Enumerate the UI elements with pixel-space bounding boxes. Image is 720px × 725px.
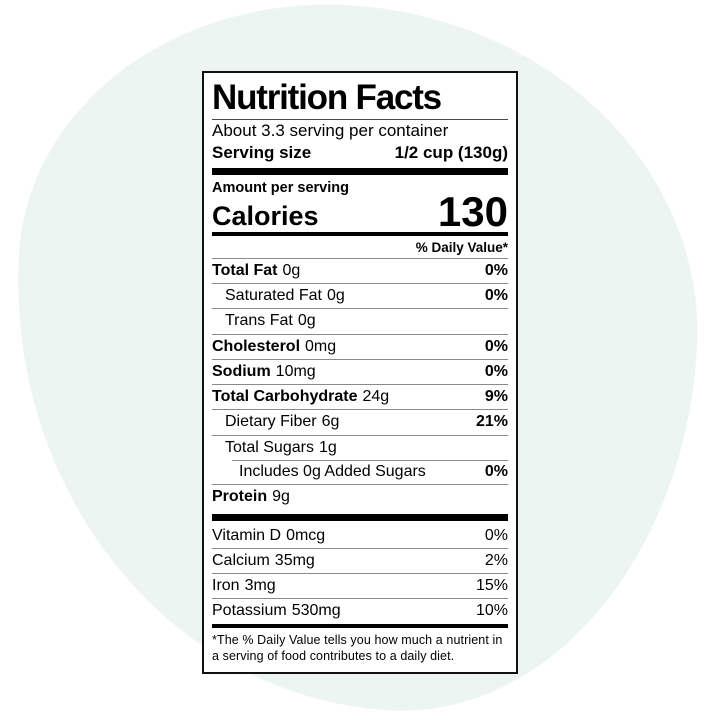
nutrient-name: Protein	[212, 488, 268, 506]
micronutrient-name: Calcium	[212, 551, 270, 569]
nutrient-row-dietary-fiber: Dietary Fiber 6g 21%	[212, 409, 508, 434]
nutrient-name: Total Fat	[212, 261, 278, 279]
nutrient-amount: 1g	[318, 438, 337, 456]
nutrient-dv: 0%	[484, 261, 508, 279]
nutrient-name: Total Sugars	[225, 438, 314, 456]
divider-medium	[212, 623, 508, 628]
nutrient-dv: 0%	[484, 362, 508, 380]
nutrient-name: Cholesterol	[212, 337, 301, 355]
nutrient-amount: 6g	[321, 413, 340, 431]
nutrient-name: Total Carbohydrate	[212, 388, 358, 406]
micronutrient-dv: 10%	[475, 602, 508, 620]
micronutrient-row-calcium: Calcium 35mg 2%	[212, 547, 508, 573]
amount-per-serving: Amount per serving	[212, 180, 349, 197]
micronutrient-dv: 2%	[484, 551, 508, 569]
nutrient-row-total-fat: Total Fat 0g 0%	[212, 257, 508, 283]
calories-row: Calories 130	[212, 188, 508, 236]
divider-thick	[212, 513, 508, 521]
nutrient-dv: 21%	[475, 413, 508, 431]
serving-size-value: 1/2 cup (130g)	[394, 142, 508, 162]
label-title: Nutrition Facts	[212, 78, 442, 117]
micronutrient-row-potassium: Potassium 530mg 10%	[212, 598, 508, 623]
micronutrient-row-iron: Iron 3mg 15%	[212, 573, 508, 598]
nutrient-amount: 0g	[297, 312, 316, 330]
nutrient-row-protein: Protein 9g	[212, 484, 508, 509]
nutrient-name: Saturated Fat	[225, 287, 322, 305]
micronutrient-name: Vitamin D	[212, 526, 282, 544]
micronutrient-dv: 15%	[475, 577, 508, 595]
nutrient-amount: 0g	[282, 261, 301, 279]
nutrient-amount: 10mg	[275, 362, 316, 380]
serving-size-row: Serving size 1/2 cup (130g)	[212, 142, 508, 164]
calories-value: 130	[437, 188, 508, 236]
nutrient-name: Trans Fat	[225, 312, 293, 330]
daily-value-header: % Daily Value*	[415, 239, 508, 255]
nutrient-row-added-sugars: Includes 0g Added Sugars 0%	[212, 459, 508, 484]
nutrient-section: Total Fat 0g 0% Saturated Fat 0g 0% Trans …	[212, 257, 508, 510]
nutrient-row-saturated-fat: Saturated Fat 0g 0%	[212, 283, 508, 308]
nutrient-amount: 0mg	[305, 337, 337, 355]
nutrient-row-trans-fat: Trans Fat 0g	[212, 308, 508, 333]
nutrient-name: Dietary Fiber	[225, 413, 317, 431]
micronutrient-name: Iron	[212, 577, 240, 595]
micronutrient-dv: 0%	[484, 526, 508, 544]
micronutrient-amount: 3mg	[244, 577, 276, 595]
divider-thick	[212, 168, 508, 176]
servings-per-container: About 3.3 serving per container	[212, 121, 449, 141]
micronutrient-amount: 35mg	[274, 551, 315, 569]
nutrient-row-sodium: Sodium 10mg 0%	[212, 358, 508, 384]
nutrition-facts-label: Nutrition Facts About 3.3 serving per co…	[202, 71, 518, 675]
serving-size-label: Serving size	[212, 142, 312, 162]
nutrient-row-total-carbohydrate: Total Carbohydrate 24g 9%	[212, 384, 508, 409]
daily-value-footnote: *The % Daily Value tells you how much a …	[212, 632, 503, 663]
nutrient-dv: 9%	[484, 388, 508, 406]
nutrient-amount: 24g	[362, 388, 390, 406]
divider-medium	[212, 231, 508, 236]
calories-label: Calories	[212, 200, 319, 231]
nutrient-amount: 9g	[272, 488, 290, 506]
nutrient-amount: 0g	[326, 287, 345, 305]
nutrient-dv: 0%	[484, 337, 508, 355]
nutrient-row-cholesterol: Cholesterol 0mg 0%	[212, 333, 508, 359]
divider-thin	[212, 119, 508, 121]
nutrient-name: Includes 0g Added Sugars	[239, 462, 426, 480]
nutrient-row-total-sugars: Total Sugars 1g	[212, 434, 508, 460]
micronutrient-name: Potassium	[212, 602, 287, 620]
micronutrient-section: Vitamin D 0mcg 0% Calcium 35mg 2% Iron 3mg …	[212, 524, 508, 624]
micronutrient-amount: 0mcg	[286, 526, 326, 544]
micronutrient-row-vitamin-d: Vitamin D 0mcg 0%	[212, 524, 508, 548]
micronutrient-amount: 530mg	[291, 602, 341, 620]
nutrient-dv: 0%	[484, 287, 508, 305]
nutrient-name: Sodium	[212, 362, 271, 380]
nutrient-dv: 0%	[484, 462, 508, 480]
